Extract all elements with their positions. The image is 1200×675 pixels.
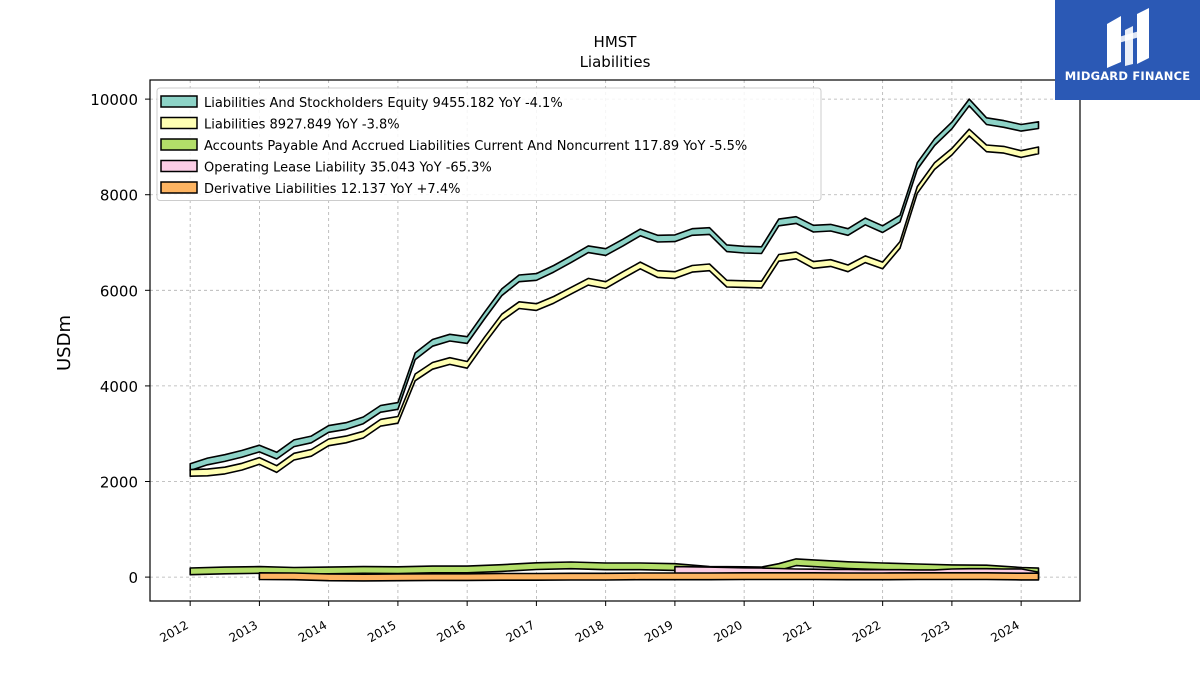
chart-subtitle: Liabilities <box>580 53 651 71</box>
series-band-4 <box>258 572 1040 582</box>
x-tick-label: 2020 <box>711 618 744 645</box>
x-tick-label: 2014 <box>296 618 329 645</box>
x-tick-label: 2017 <box>504 618 537 645</box>
legend-entry: Liabilities And Stockholders Equity 9455… <box>204 96 563 111</box>
y-axis-label: USDm <box>54 315 75 371</box>
y-tick-label: 10000 <box>90 91 138 109</box>
legend-entry: Liabilities 8927.849 YoY -3.8% <box>204 118 400 133</box>
legend-entry: Derivative Liabilities 12.137 YoY +7.4% <box>204 182 460 197</box>
y-tick-label: 2000 <box>100 474 138 492</box>
x-tick-label: 2016 <box>434 618 467 645</box>
legend-swatch <box>160 159 198 173</box>
plot-frame <box>149 79 1081 602</box>
y-tick-label: 0 <box>128 569 138 587</box>
legend: Liabilities And Stockholders Equity 9455… <box>156 87 822 201</box>
legend-swatch <box>160 181 198 194</box>
x-tick-label: 2023 <box>919 618 952 645</box>
x-tick-label: 2018 <box>573 618 606 645</box>
midgard-logo-icon <box>1107 8 1149 68</box>
x-tick-label: 2015 <box>365 618 398 645</box>
brand-logo: MIDGARD FINANCE <box>1055 0 1200 100</box>
x-tick-label: 2024 <box>988 618 1021 645</box>
brand-name: MIDGARD FINANCE <box>1064 69 1191 83</box>
legend-box <box>156 87 822 201</box>
x-tick-label: 2012 <box>157 618 190 645</box>
y-tick-label: 8000 <box>100 187 138 205</box>
chart-title: HMST <box>594 33 638 51</box>
series-layer <box>189 98 1040 582</box>
y-tick-label: 6000 <box>100 282 138 300</box>
x-tick-label: 2021 <box>781 618 814 645</box>
series-band-0 <box>189 98 1040 472</box>
x-tick-label: 2022 <box>850 618 883 645</box>
legend-swatch <box>160 95 198 108</box>
x-tick-label: 2013 <box>227 618 260 645</box>
legend-swatch <box>160 116 198 130</box>
x-tick-label: 2019 <box>642 618 675 645</box>
legend-entry: Operating Lease Liability 35.043 YoY -65… <box>204 161 492 176</box>
series-band-1 <box>189 128 1040 477</box>
y-tick-label: 4000 <box>100 378 138 396</box>
legend-swatch <box>160 138 198 151</box>
legend-entry: Accounts Payable And Accrued Liabilities… <box>204 139 747 154</box>
